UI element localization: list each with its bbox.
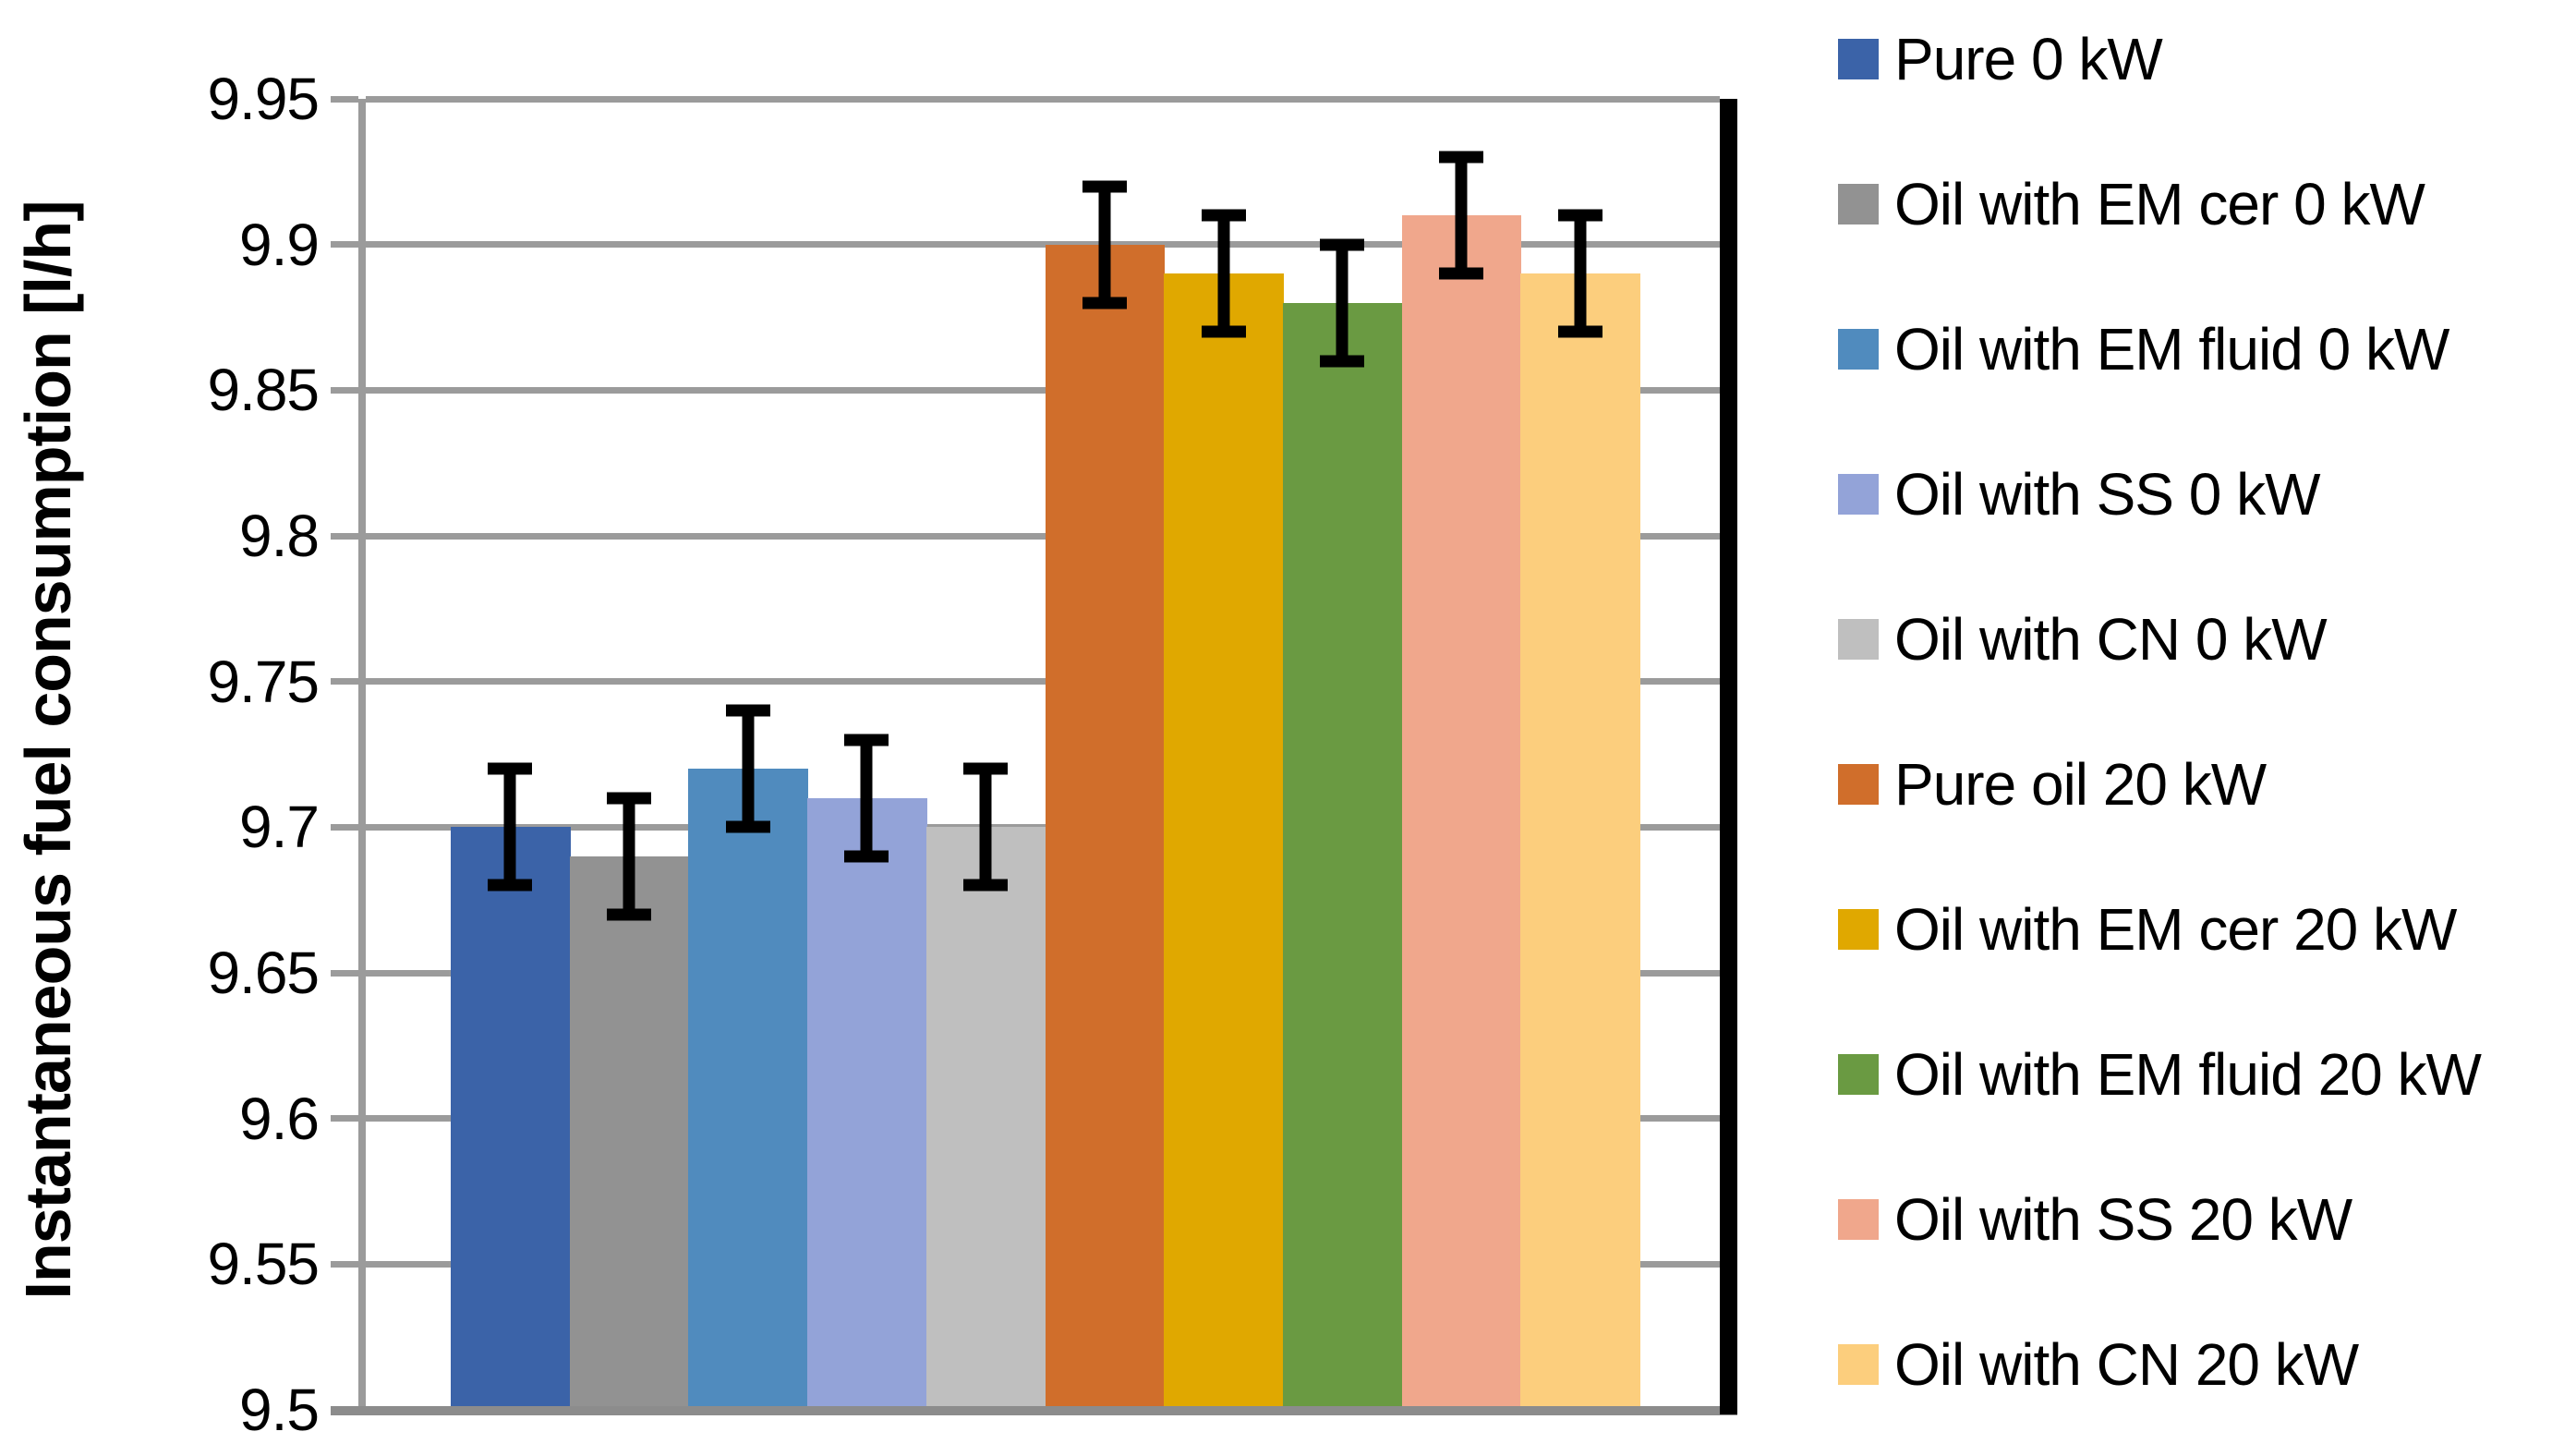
- y-tick-mark: [331, 386, 358, 394]
- y-tick-label: 9.9: [239, 211, 320, 278]
- y-tick-mark: [331, 532, 358, 540]
- error-bar-cap: [607, 792, 652, 805]
- error-bar-cap: [963, 762, 1009, 775]
- bar-oil-with-em-cer-0-kw: [569, 855, 690, 1410]
- error-bar-cap: [1438, 267, 1483, 280]
- bar-oil-with-em-fluid-20-kw: [1282, 302, 1403, 1410]
- error-bar-cap: [963, 879, 1009, 892]
- error-bar-cap: [725, 820, 770, 833]
- error-bar: [1574, 215, 1587, 333]
- bar-pure-oil-20-kw: [1045, 244, 1165, 1410]
- bar-oil-with-ss-20-kw: [1401, 215, 1522, 1410]
- gridline: [366, 678, 1720, 686]
- error-bar-cap: [1320, 355, 1365, 368]
- y-tick-label: 9.55: [207, 1231, 320, 1298]
- y-tick-label: 9.85: [207, 357, 320, 424]
- bar-oil-with-em-fluid-0-kw: [688, 769, 808, 1410]
- y-tick-label: 9.7: [239, 794, 320, 861]
- y-tick-label: 9.65: [207, 940, 320, 1006]
- gridline: [366, 532, 1720, 540]
- error-bar: [623, 797, 635, 915]
- y-tick-mark: [331, 823, 358, 831]
- error-bar-cap: [1320, 238, 1365, 251]
- error-bar: [979, 769, 992, 886]
- gridline: [366, 95, 1720, 103]
- error-bar-cap: [844, 734, 889, 746]
- error-bar: [1336, 244, 1348, 361]
- y-tick-label: 9.6: [239, 1085, 320, 1152]
- bar-oil-with-cn-0-kw: [925, 827, 1046, 1410]
- bar-oil-with-cn-20-kw: [1520, 273, 1640, 1410]
- error-bar-cap: [1438, 151, 1483, 164]
- error-bar-cap: [1201, 209, 1246, 222]
- error-bar: [1455, 157, 1468, 274]
- error-bar-cap: [1201, 325, 1246, 338]
- y-tick-mark: [331, 95, 358, 103]
- y-tick-mark: [331, 969, 358, 977]
- x-axis-line: [331, 1406, 1737, 1415]
- gridline: [366, 386, 1720, 394]
- y-tick-mark: [331, 678, 358, 686]
- error-bar-cap: [1082, 297, 1127, 309]
- error-bar-cap: [844, 850, 889, 863]
- y-tick-mark: [331, 1260, 358, 1268]
- y-tick-label: 9.75: [207, 648, 320, 715]
- bar-oil-with-em-cer-20-kw: [1164, 273, 1284, 1410]
- y-tick-label: 9.95: [207, 66, 320, 132]
- error-bar: [1098, 186, 1111, 303]
- y-tick-label: 9.8: [239, 503, 320, 569]
- y-axis-line: [358, 99, 366, 1410]
- error-bar: [860, 739, 873, 856]
- y-tick-mark: [331, 241, 358, 249]
- bar-oil-with-ss-0-kw: [807, 797, 927, 1410]
- bar-pure-0-kw: [451, 827, 571, 1410]
- error-bar-cap: [725, 704, 770, 717]
- error-bar-cap: [1557, 325, 1602, 338]
- y-tick-mark: [331, 1115, 358, 1122]
- error-bar: [1217, 215, 1230, 333]
- error-bar-cap: [1557, 209, 1602, 222]
- gridline: [366, 241, 1720, 249]
- error-bar-cap: [488, 762, 533, 775]
- error-bar: [742, 710, 755, 828]
- error-bar: [503, 769, 516, 886]
- error-bar-cap: [1082, 180, 1127, 193]
- error-bar-cap: [607, 908, 652, 921]
- error-bar-cap: [488, 879, 533, 892]
- y-tick-label: 9.5: [239, 1377, 320, 1443]
- plot-right-border: [1720, 99, 1737, 1414]
